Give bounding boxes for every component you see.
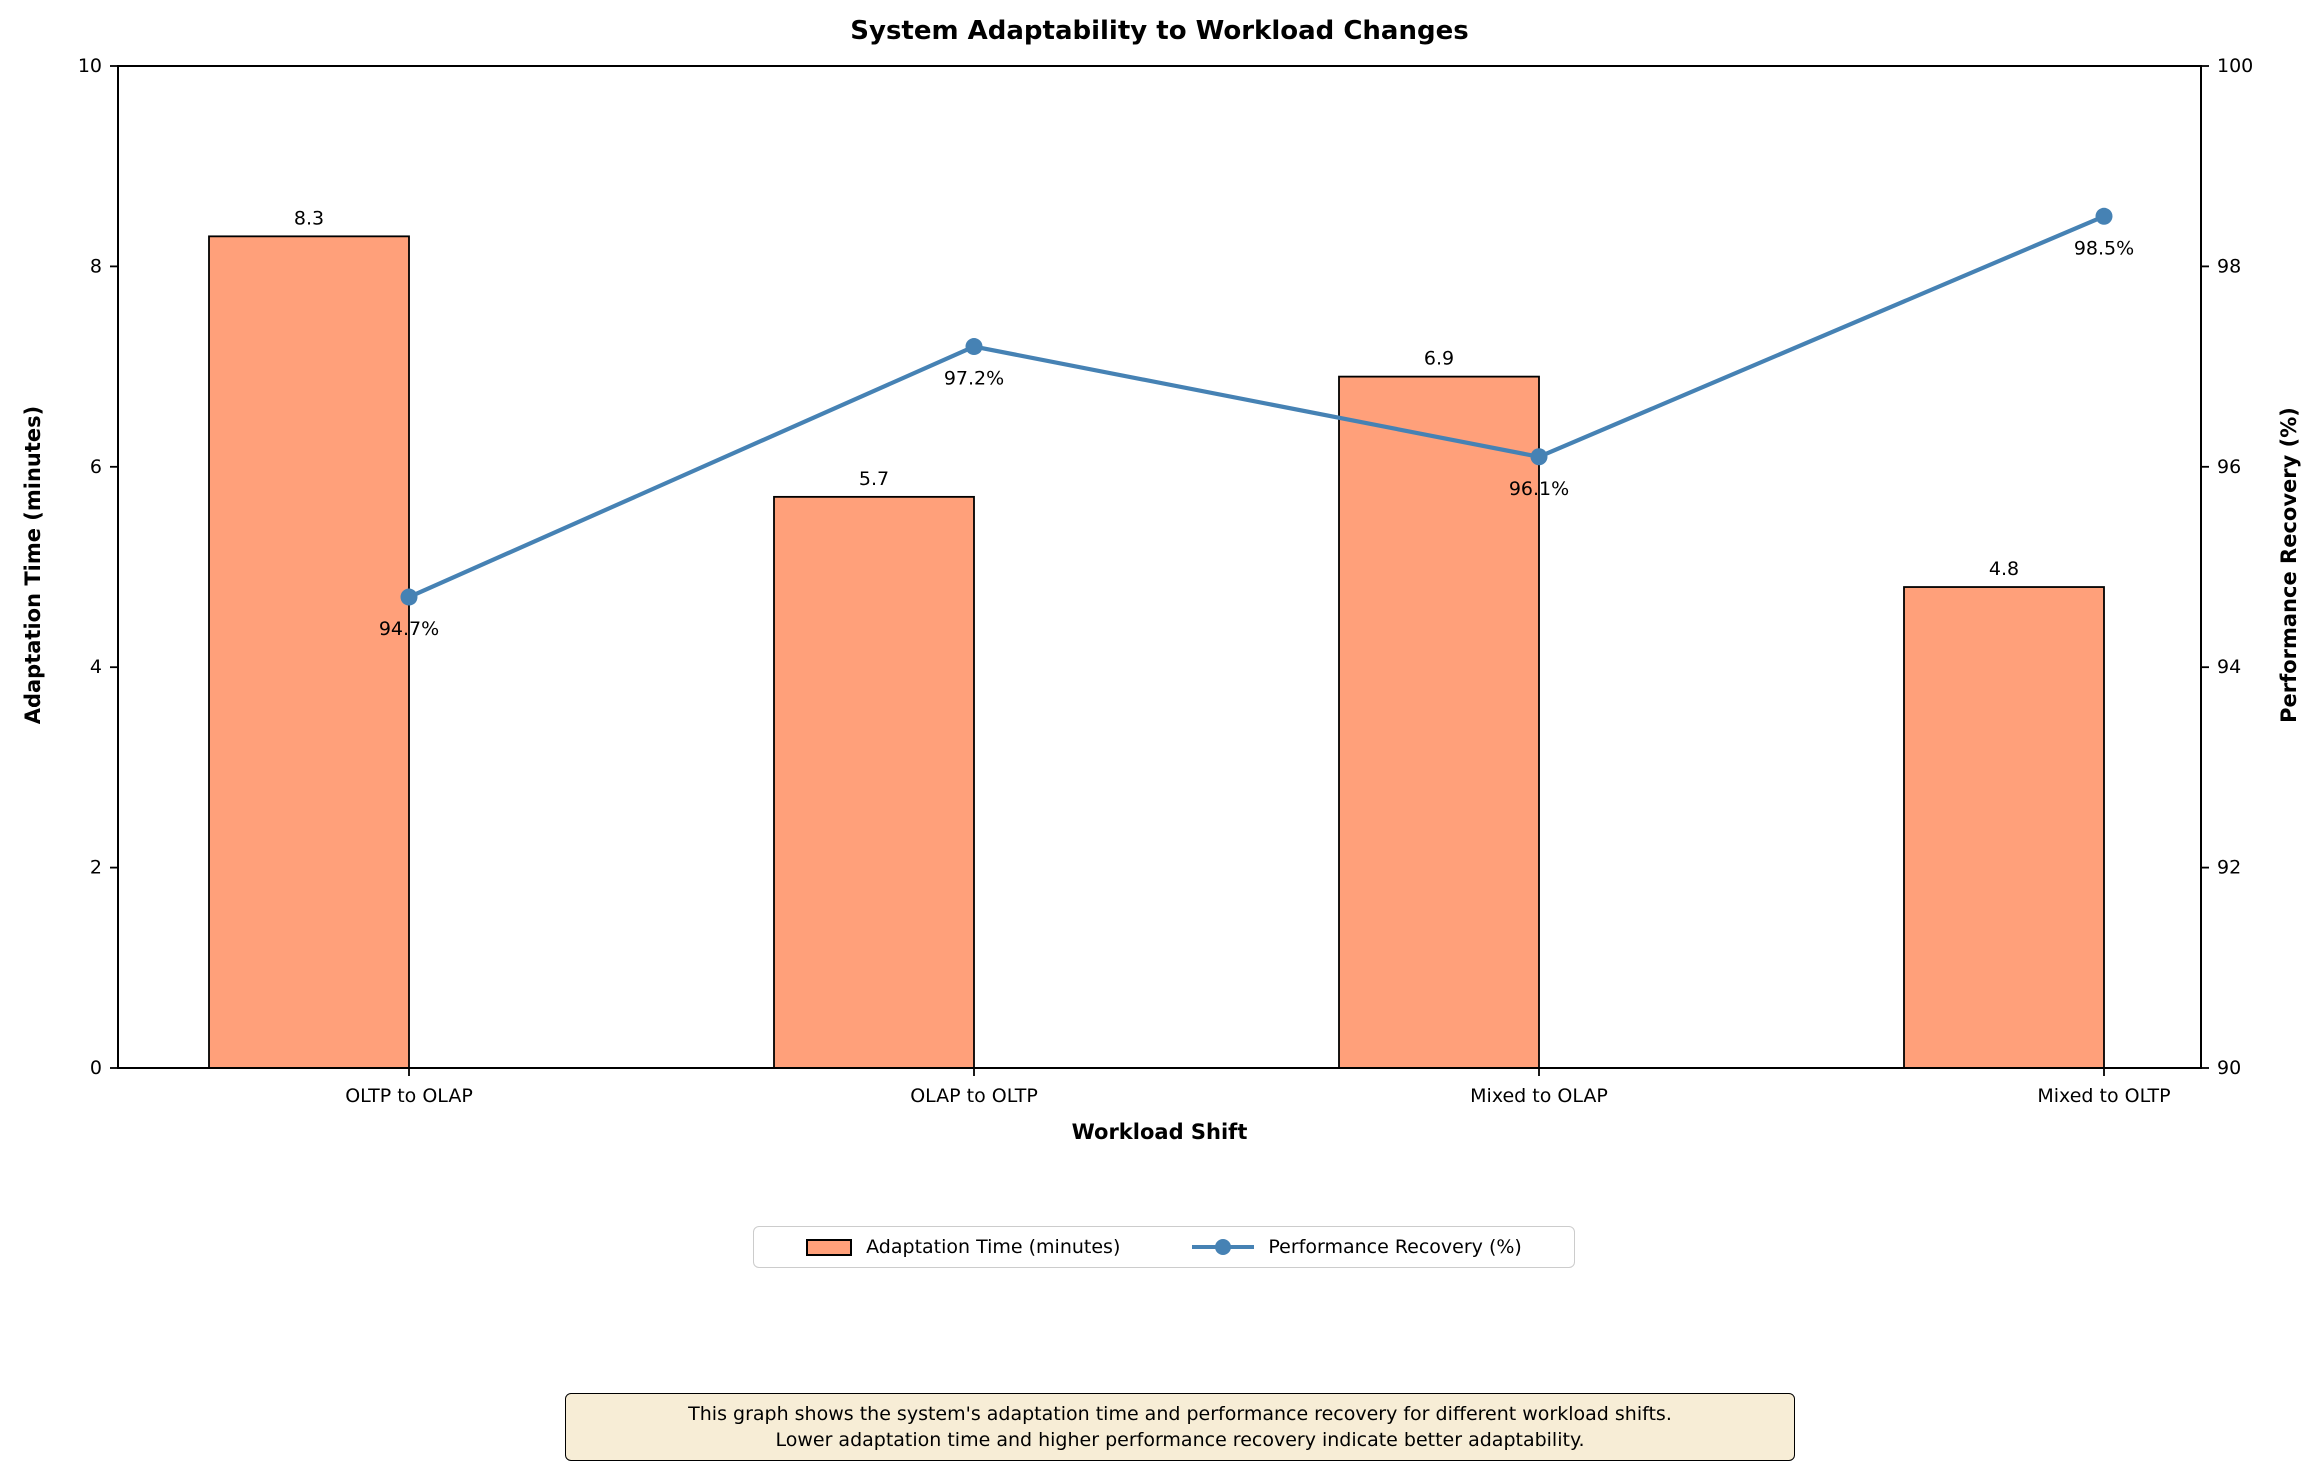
line-marker — [965, 338, 983, 356]
legend-item-adaptation-time: Adaptation Time (minutes) — [806, 1236, 1120, 1258]
x-tick-label: Mixed to OLTP — [2037, 1085, 2170, 1107]
right-tick-label: 90 — [2217, 1057, 2241, 1079]
left-tick-label: 4 — [90, 656, 102, 678]
x-tick-label: OLAP to OLTP — [910, 1085, 1038, 1107]
line-marker — [2095, 207, 2113, 225]
caption-line-1: This graph shows the system's adaptation… — [688, 1403, 1672, 1425]
bar — [208, 235, 410, 1069]
bar — [773, 495, 975, 1069]
caption-line-2: Lower adaptation time and higher perform… — [775, 1429, 1585, 1452]
line-marker-icon — [1192, 1239, 1255, 1255]
right-tick-label: 96 — [2217, 456, 2241, 478]
recovery-line — [408, 214, 2105, 599]
point-value-label: 96.1% — [1509, 478, 1569, 500]
legend-item-performance-recovery: Performance Recovery (%) — [1192, 1236, 1522, 1258]
x-tick-label: Mixed to OLAP — [1470, 1085, 1608, 1107]
bar-swatch-icon — [806, 1238, 853, 1256]
legend-label: Performance Recovery (%) — [1268, 1236, 1522, 1258]
left-tick-label: 10 — [78, 55, 102, 77]
right-tick-label: 94 — [2217, 656, 2241, 678]
bar-value-label: 4.8 — [1989, 558, 2019, 580]
line-marker — [1530, 448, 1548, 466]
chart-title: System Adaptability to Workload Changes — [850, 16, 1469, 46]
point-value-label: 98.5% — [2074, 237, 2134, 259]
bar — [1903, 586, 2105, 1069]
right-tick-label: 92 — [2217, 857, 2241, 879]
legend: Adaptation Time (minutes) Performance Re… — [753, 1226, 1575, 1268]
left-y-axis-label: Adaptation Time (minutes) — [21, 405, 45, 725]
left-tick-label: 8 — [90, 255, 102, 277]
left-tick-label: 0 — [90, 1057, 102, 1079]
x-axis-label: Workload Shift — [1071, 1120, 1248, 1144]
line-marker — [400, 588, 418, 606]
bar-value-label: 8.3 — [294, 207, 324, 229]
point-value-label: 94.7% — [379, 618, 439, 640]
x-tick-label: OLTP to OLAP — [345, 1085, 473, 1107]
left-tick-label: 2 — [90, 857, 102, 879]
bar-value-label: 5.7 — [859, 468, 889, 490]
right-y-axis-label: Performance Recovery (%) — [2277, 407, 2301, 723]
line-dot-icon — [1215, 1239, 1232, 1255]
right-tick-label: 98 — [2217, 255, 2241, 277]
left-tick-label: 6 — [90, 456, 102, 478]
bar — [1338, 375, 1540, 1069]
right-tick-label: 100 — [2217, 55, 2253, 77]
bar-value-label: 6.9 — [1424, 348, 1454, 370]
plot-border — [117, 65, 2202, 1069]
caption-box: This graph shows the system's adaptation… — [565, 1393, 1795, 1462]
point-value-label: 97.2% — [944, 368, 1004, 390]
legend-label: Adaptation Time (minutes) — [866, 1236, 1121, 1258]
